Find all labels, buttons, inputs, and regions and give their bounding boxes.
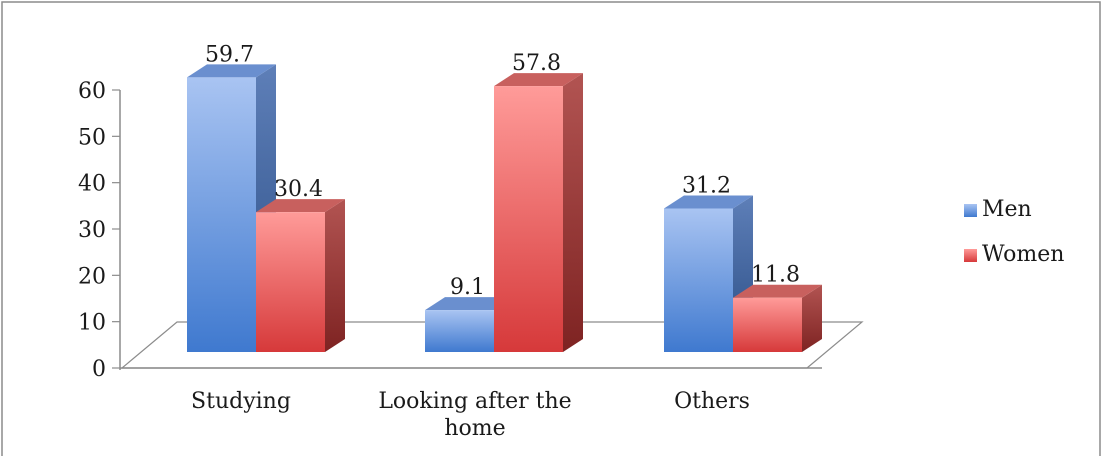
- bars: [187, 64, 822, 353]
- data-label: 30.4: [274, 177, 323, 202]
- y-tick-label: 30: [78, 218, 106, 243]
- data-label: 59.7: [205, 42, 254, 67]
- bar-women-3: [733, 284, 822, 352]
- bar-top-face: [187, 64, 276, 78]
- bar-top-face: [664, 195, 753, 209]
- bar-top-face: [256, 199, 345, 213]
- bar-front-face: [425, 310, 494, 352]
- bar-front-face: [664, 208, 733, 352]
- bar-front-face: [187, 77, 256, 352]
- legend-label: Men: [982, 197, 1032, 222]
- value-labels: 59.7 30.4 9.1 57.8 31.2 11.8: [205, 42, 800, 300]
- x-tick-label: Looking after the home: [378, 389, 571, 441]
- bar-front-face: [256, 212, 325, 352]
- y-axis-ticks: 0 10 20 30 40 50 60: [78, 79, 120, 382]
- y-tick-label: 60: [78, 79, 106, 104]
- y-tick-label: 10: [78, 311, 106, 336]
- bar-top-face: [494, 73, 583, 87]
- data-label: 31.2: [682, 173, 731, 198]
- data-label: 9.1: [450, 275, 485, 300]
- bar-front-face: [494, 86, 563, 353]
- x-tick-label: Others: [674, 389, 750, 414]
- legend-swatch: [964, 204, 977, 217]
- bar-side-face: [325, 199, 345, 352]
- bar-women-2: [494, 73, 583, 353]
- legend-item-men: Men: [964, 197, 1032, 222]
- data-label: 11.8: [751, 263, 800, 288]
- x-tick-label: Studying: [191, 389, 291, 414]
- bar-side-face: [802, 284, 822, 352]
- legend-swatch: [964, 249, 977, 262]
- bar-women-1: [256, 199, 345, 352]
- legend: Men Women: [964, 197, 1064, 267]
- y-tick-label: 0: [92, 357, 106, 382]
- bar-front-face: [733, 297, 802, 352]
- bar-top-face: [425, 297, 514, 311]
- y-tick-label: 50: [78, 125, 106, 150]
- data-label: 57.8: [512, 51, 561, 76]
- y-tick-label: 20: [78, 264, 106, 289]
- x-axis-labels: Studying Looking after the home Others: [191, 389, 750, 441]
- legend-label: Women: [982, 242, 1064, 267]
- y-tick-label: 40: [78, 172, 106, 197]
- legend-item-women: Women: [964, 242, 1064, 267]
- bar-side-face: [563, 73, 583, 353]
- bar-top-face: [733, 284, 822, 298]
